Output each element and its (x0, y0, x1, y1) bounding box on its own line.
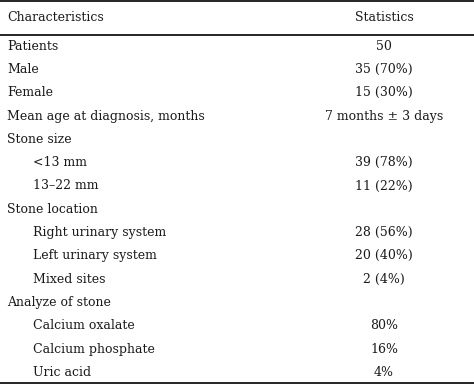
Text: Patients: Patients (7, 40, 58, 53)
Text: 7 months ± 3 days: 7 months ± 3 days (325, 109, 443, 122)
Text: 20 (40%): 20 (40%) (355, 249, 413, 262)
Text: <13 mm: <13 mm (33, 156, 87, 169)
Text: Female: Female (7, 86, 53, 99)
Text: Mean age at diagnosis, months: Mean age at diagnosis, months (7, 109, 205, 122)
Text: Characteristics: Characteristics (7, 11, 104, 24)
Text: 80%: 80% (370, 319, 398, 332)
Text: 35 (70%): 35 (70%) (355, 63, 413, 76)
Text: Calcium oxalate: Calcium oxalate (33, 319, 135, 332)
Text: 2 (4%): 2 (4%) (363, 273, 405, 286)
Text: Male: Male (7, 63, 39, 76)
Text: Stone size: Stone size (7, 133, 72, 146)
Text: Right urinary system: Right urinary system (33, 226, 166, 239)
Text: 39 (78%): 39 (78%) (355, 156, 413, 169)
Text: Stone location: Stone location (7, 203, 98, 216)
Text: 15 (30%): 15 (30%) (355, 86, 413, 99)
Text: Mixed sites: Mixed sites (33, 273, 106, 286)
Text: 4%: 4% (374, 366, 394, 379)
Text: 16%: 16% (370, 343, 398, 356)
Text: 50: 50 (376, 40, 392, 53)
Text: Left urinary system: Left urinary system (33, 249, 157, 262)
Text: Calcium phosphate: Calcium phosphate (33, 343, 155, 356)
Text: 28 (56%): 28 (56%) (355, 226, 413, 239)
Text: 11 (22%): 11 (22%) (355, 179, 413, 192)
Text: Analyze of stone: Analyze of stone (7, 296, 111, 309)
Text: 13–22 mm: 13–22 mm (33, 179, 99, 192)
Text: Statistics: Statistics (355, 11, 413, 24)
Text: Uric acid: Uric acid (33, 366, 91, 379)
